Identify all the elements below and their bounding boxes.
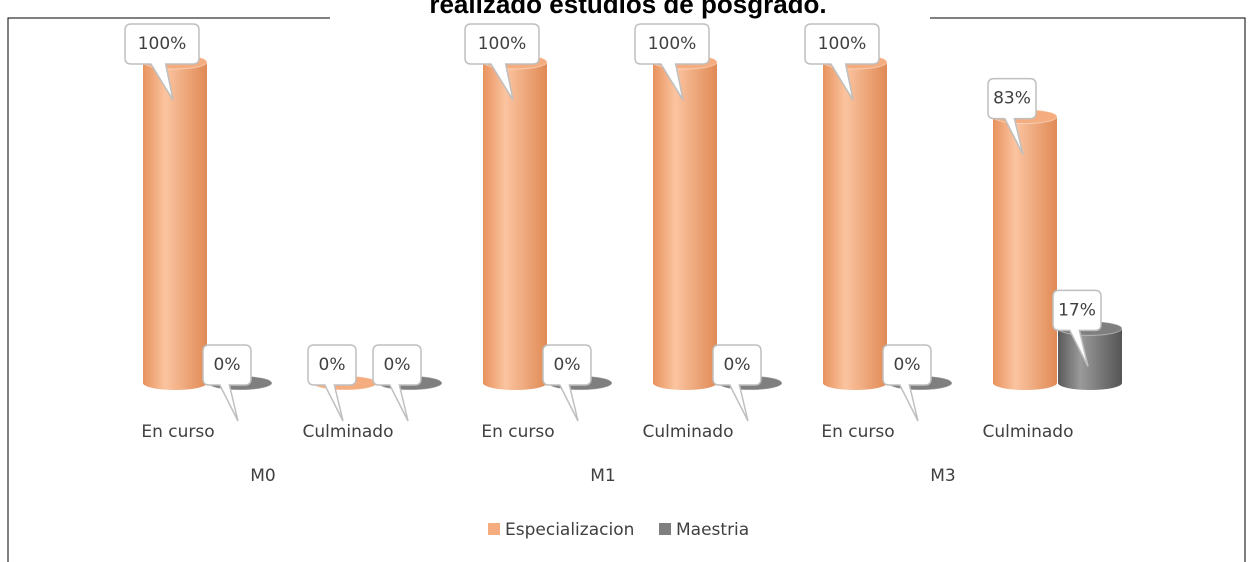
data-label: 100%	[138, 34, 187, 54]
x-tick-label: Culminado	[982, 422, 1073, 442]
callout	[712, 344, 762, 422]
data-label: 17%	[1058, 300, 1096, 320]
legend-swatch	[488, 523, 500, 535]
data-label: 100%	[478, 34, 527, 54]
data-label: 0%	[214, 355, 241, 375]
callout	[804, 23, 880, 101]
callout	[987, 77, 1037, 155]
x-tick-label: En curso	[141, 422, 214, 442]
data-label: 100%	[818, 34, 867, 54]
cylinder	[653, 62, 717, 390]
x-tick-label: En curso	[481, 422, 554, 442]
data-label: 0%	[384, 355, 411, 375]
cylinder	[143, 62, 207, 390]
callout	[542, 344, 592, 422]
data-label: 0%	[894, 355, 921, 375]
callout	[202, 344, 252, 422]
callout	[464, 23, 540, 101]
data-label: 0%	[319, 355, 346, 375]
title-background	[330, 0, 930, 22]
data-label: 0%	[554, 355, 581, 375]
callout	[372, 344, 422, 422]
callout	[307, 344, 357, 422]
callout	[124, 23, 200, 101]
callout	[1052, 289, 1102, 367]
cylinder	[1058, 328, 1122, 390]
legend-swatch	[659, 523, 671, 535]
x-tick-label: En curso	[821, 422, 894, 442]
chart-title: realizado estudios de posgrado.	[429, 0, 826, 19]
group-label: M0	[250, 466, 275, 486]
callout	[882, 344, 932, 422]
x-tick-label: Culminado	[302, 422, 393, 442]
legend-label: Maestria	[676, 520, 749, 540]
cylinder	[993, 116, 1057, 390]
x-tick-label: Culminado	[642, 422, 733, 442]
cylinder	[483, 62, 547, 390]
legend-label: Especializacion	[505, 520, 634, 540]
cylinder	[823, 62, 887, 390]
group-label: M3	[930, 466, 955, 486]
data-label: 100%	[648, 34, 697, 54]
data-label: 83%	[993, 89, 1031, 109]
group-label: M1	[590, 466, 615, 486]
data-label: 0%	[724, 355, 751, 375]
callout	[634, 23, 710, 101]
